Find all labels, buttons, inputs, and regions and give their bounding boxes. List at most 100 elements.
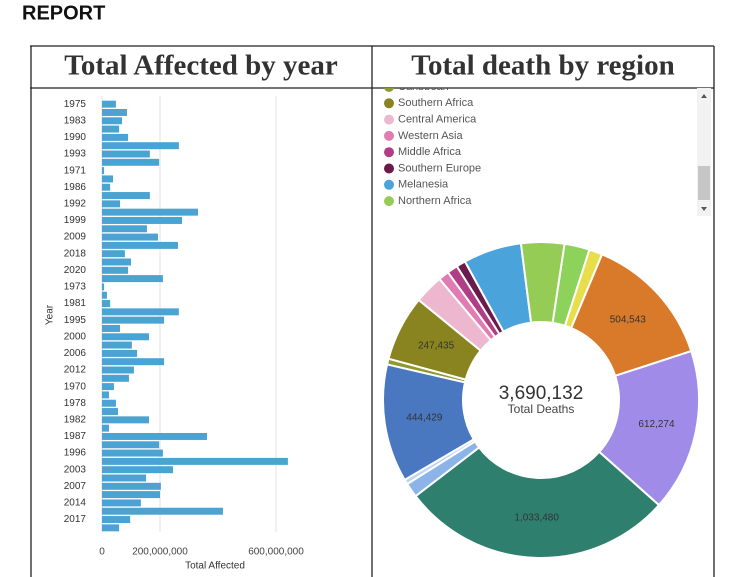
bar: [102, 125, 120, 133]
bar: [102, 333, 149, 341]
y-tick-label: 2003: [64, 464, 87, 475]
data-label: 247,435: [418, 341, 455, 352]
scrollbar[interactable]: [697, 88, 711, 216]
bar: [102, 208, 198, 216]
legend-label: Southern Europe: [398, 162, 481, 174]
data-label: 504,543: [610, 315, 647, 326]
bar: [102, 100, 116, 108]
y-tick-label: 1992: [64, 198, 87, 209]
scroll-thumb[interactable]: [698, 166, 710, 200]
scroll-up[interactable]: [701, 94, 707, 98]
y-tick-label: 1973: [64, 282, 87, 293]
bar: [102, 424, 109, 432]
bar: [102, 192, 150, 200]
bar: [102, 117, 123, 125]
bar: [102, 133, 129, 141]
y-tick-label: 2006: [64, 348, 87, 359]
bar: [102, 266, 129, 274]
bar: [102, 383, 114, 391]
data-label: 1,033,480: [514, 513, 559, 524]
bar: [102, 516, 131, 524]
y-tick-label: 1975: [64, 99, 87, 110]
bar: [102, 175, 114, 183]
legend-label: Northern Africa: [398, 195, 472, 207]
bar: [102, 183, 111, 191]
bar: [102, 275, 163, 283]
y-axis-title: Year: [45, 304, 56, 325]
bar: [102, 233, 158, 241]
bar: [102, 283, 105, 291]
y-tick-label: 1986: [64, 182, 87, 193]
y-tick-label: 1999: [64, 215, 87, 226]
bar: [102, 150, 150, 158]
y-tick-label: 2012: [64, 365, 87, 376]
bar: [102, 167, 105, 175]
legend: Caribbean Southern Africa Central America W…: [384, 88, 481, 207]
y-tick-label: 2000: [64, 331, 87, 342]
y-tick-label: 1981: [64, 298, 87, 309]
y-tick-label: 1995: [64, 315, 87, 326]
bar: [102, 300, 111, 308]
x-tick-label: 0: [99, 547, 105, 558]
bar: [102, 108, 127, 116]
y-tick-label: 1990: [64, 132, 87, 143]
legend-marker: [384, 98, 394, 109]
bar: [102, 391, 109, 399]
chart-title: Total death by region: [411, 50, 674, 82]
y-tick-label: 1993: [64, 149, 87, 160]
report-title: REPORT: [22, 2, 105, 24]
legend-label: Western Asia: [398, 130, 463, 142]
bar: [102, 200, 120, 208]
y-tick-label: 2009: [64, 232, 87, 243]
bar: [102, 416, 149, 424]
bar: [102, 474, 147, 482]
bar: [102, 374, 129, 382]
bar: [102, 399, 116, 407]
legend-label: Southern Africa: [398, 97, 474, 109]
x-tick-label: 200,000,000: [132, 547, 188, 558]
bar: [102, 158, 160, 166]
bar: [102, 449, 163, 457]
bar: [102, 258, 131, 266]
y-tick-label: 1970: [64, 381, 87, 392]
legend-marker: [384, 163, 394, 174]
legend-marker: [384, 130, 394, 141]
donut-center-caption: Total Deaths: [508, 402, 575, 416]
bar: [102, 142, 179, 150]
bar: [102, 316, 165, 324]
data-label: 444,429: [406, 412, 443, 423]
donut-slice: [414, 446, 661, 559]
bar: [102, 216, 183, 224]
bar: [102, 250, 125, 258]
bar: [102, 366, 134, 374]
y-tick-label: 1987: [64, 431, 87, 442]
donut-slice: [382, 363, 476, 482]
x-tick-label: 600,000,000: [248, 547, 304, 558]
y-tick-label: 2007: [64, 481, 87, 492]
scroll-down[interactable]: [701, 207, 707, 211]
bar: [102, 432, 207, 440]
bar: [102, 341, 132, 349]
y-tick-label: 2017: [64, 514, 87, 525]
donut-center-value: 3,690,132: [499, 383, 584, 404]
legend-marker: [384, 147, 394, 158]
legend-label: Central America: [398, 114, 477, 126]
bar: [102, 291, 107, 299]
chart-title: Total Affected by year: [64, 50, 338, 82]
bar: [102, 308, 179, 316]
bar: [102, 358, 165, 366]
bar: [102, 441, 160, 449]
legend-label: Melanesia: [398, 179, 449, 191]
y-tick-label: 1978: [64, 398, 87, 409]
y-tick-label: 1982: [64, 414, 87, 425]
bar: [102, 482, 161, 490]
bar: [102, 507, 223, 515]
bar: [102, 466, 174, 474]
bar: [102, 241, 178, 249]
bar: [102, 457, 288, 465]
bar: [102, 408, 118, 416]
y-tick-label: 1996: [64, 448, 87, 459]
bar: [102, 499, 141, 507]
